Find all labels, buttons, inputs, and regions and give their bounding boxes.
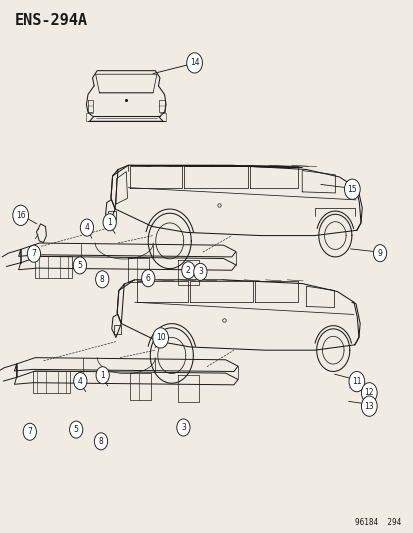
- Text: 9: 9: [377, 249, 382, 257]
- Text: 2: 2: [185, 266, 190, 274]
- Text: 16: 16: [16, 211, 26, 220]
- Circle shape: [181, 262, 195, 279]
- Text: 5: 5: [77, 261, 82, 270]
- Circle shape: [73, 257, 86, 274]
- Circle shape: [74, 373, 87, 390]
- Text: 8: 8: [98, 437, 103, 446]
- Text: 96184  294: 96184 294: [354, 518, 401, 527]
- Circle shape: [193, 263, 206, 280]
- Circle shape: [176, 419, 190, 436]
- Circle shape: [27, 245, 40, 262]
- Circle shape: [95, 271, 109, 288]
- Circle shape: [141, 270, 154, 287]
- Text: 11: 11: [351, 377, 361, 386]
- Circle shape: [373, 245, 386, 262]
- Circle shape: [344, 179, 359, 199]
- Text: 3: 3: [197, 268, 202, 276]
- Text: 1: 1: [100, 371, 105, 379]
- Text: 14: 14: [189, 59, 199, 67]
- Text: 4: 4: [84, 223, 89, 232]
- Text: 10: 10: [155, 334, 165, 342]
- Circle shape: [361, 396, 376, 416]
- Text: 7: 7: [27, 427, 32, 436]
- Text: 12: 12: [364, 389, 373, 397]
- Text: 3: 3: [180, 423, 185, 432]
- Circle shape: [152, 328, 168, 348]
- Circle shape: [94, 433, 107, 450]
- Text: 4: 4: [78, 377, 83, 385]
- Circle shape: [361, 383, 376, 403]
- Circle shape: [186, 53, 202, 73]
- Circle shape: [80, 219, 93, 236]
- Text: 1: 1: [107, 218, 112, 227]
- Circle shape: [69, 421, 83, 438]
- Text: 13: 13: [363, 402, 373, 410]
- Circle shape: [23, 423, 36, 440]
- Text: 15: 15: [347, 185, 356, 193]
- Circle shape: [13, 205, 28, 225]
- Circle shape: [348, 372, 364, 392]
- Circle shape: [96, 367, 109, 384]
- Circle shape: [103, 214, 116, 231]
- Text: 8: 8: [100, 275, 104, 284]
- Text: 7: 7: [31, 249, 36, 258]
- Text: 5: 5: [74, 425, 78, 434]
- Text: 6: 6: [145, 274, 150, 282]
- Text: ENS-294A: ENS-294A: [14, 13, 87, 28]
